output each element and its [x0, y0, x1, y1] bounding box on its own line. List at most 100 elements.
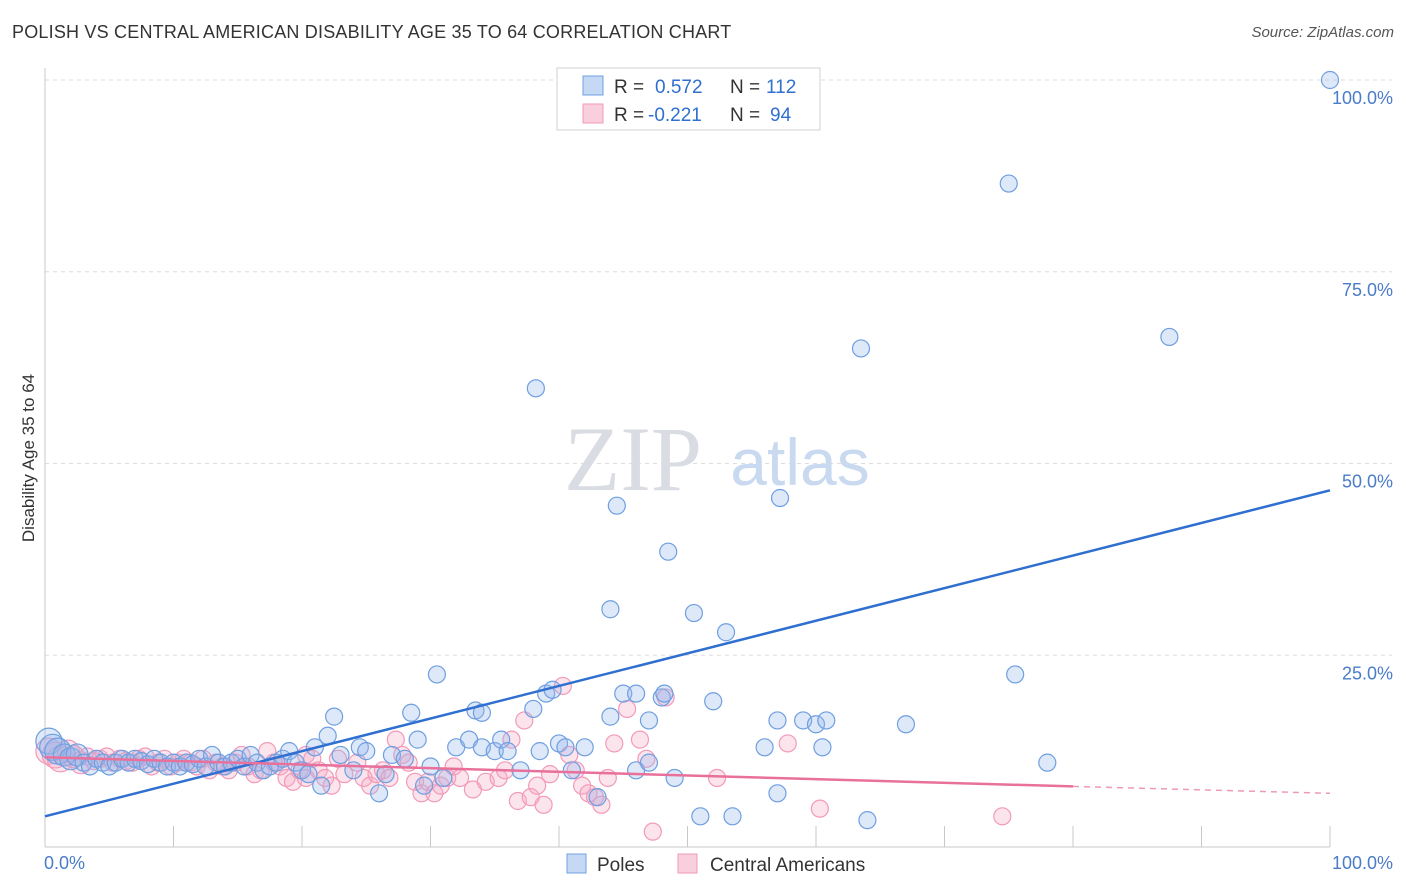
poles-point	[434, 768, 453, 788]
poles-trend-line	[44, 489, 1331, 818]
poles-point	[1038, 753, 1057, 772]
poles-point	[588, 788, 607, 807]
central-trend-line	[44, 756, 1074, 788]
poles-point	[318, 726, 337, 745]
poles-point	[562, 761, 581, 780]
poles-point	[999, 174, 1018, 193]
legend-central-r-value: -0.221	[648, 105, 702, 126]
poles-point	[530, 742, 549, 761]
central-americans-point	[386, 730, 405, 749]
y-tick-label: 100.0%	[1332, 88, 1393, 108]
central-americans-point	[566, 761, 585, 780]
poles-point	[1320, 70, 1340, 90]
poles-point	[370, 784, 389, 803]
y-axis-label: Disability Age 35 to 64	[19, 374, 38, 542]
poles-point	[526, 379, 545, 398]
poles-point	[716, 623, 736, 642]
legend-central-marker	[677, 853, 698, 874]
poles-point	[427, 665, 447, 684]
poles-point	[325, 707, 344, 726]
poles-point	[665, 768, 684, 788]
legend-poles-r-value: 0.572	[655, 77, 703, 98]
poles-point	[768, 711, 787, 730]
y-tick-label: 25.0%	[1342, 663, 1393, 683]
poles-point	[357, 742, 376, 761]
poles-point	[331, 745, 350, 765]
central-trend-line-extension	[1072, 785, 1331, 795]
poles-point	[408, 730, 427, 749]
central-americans-point	[322, 776, 341, 795]
central-americans-point	[605, 734, 624, 753]
poles-point	[684, 603, 704, 623]
legend-poles-r-label: R =	[614, 77, 644, 98]
poles-point	[770, 488, 790, 508]
poles-point	[485, 742, 504, 761]
poles-point	[768, 784, 787, 803]
central-americans-point	[630, 730, 650, 749]
poles-point	[806, 715, 826, 734]
y-tick-labels: 25.0% 50.0% 75.0% 100.0%	[1332, 88, 1393, 683]
poles-point	[723, 807, 742, 826]
x-tick-label-min: 0.0%	[44, 853, 85, 873]
poles-point	[414, 776, 434, 795]
poles-point	[704, 692, 723, 711]
poles-point	[896, 715, 916, 734]
poles-point	[556, 738, 575, 757]
trend-lines	[44, 489, 1331, 818]
watermark-atlas: atlas	[730, 425, 869, 499]
poles-point	[639, 753, 659, 772]
poles-point	[52, 743, 76, 767]
legend-central-swatch	[582, 103, 604, 124]
y-tick-label: 75.0%	[1342, 280, 1393, 300]
source-label: Source: ZipAtlas.com	[1251, 24, 1394, 41]
poles-point	[851, 339, 871, 358]
central-americans-point	[444, 757, 463, 776]
poles-point	[858, 811, 877, 830]
central-americans-point	[618, 699, 637, 719]
central-americans-point	[778, 734, 797, 753]
series-legend: Poles Central Americans	[566, 853, 865, 876]
legend-central-n-label: N =	[730, 105, 760, 126]
watermark-zip: ZIP	[564, 408, 702, 510]
poles-point	[575, 738, 594, 757]
poles-point	[755, 738, 774, 757]
poles-point	[312, 776, 331, 795]
poles-point	[614, 684, 633, 703]
central-americans-point	[502, 730, 521, 749]
central-americans-point	[707, 768, 727, 788]
poles-point	[395, 749, 414, 768]
poles-point	[601, 707, 620, 726]
poles-point	[376, 765, 395, 784]
poles-point	[421, 757, 440, 776]
legend-poles-n-label: N =	[730, 77, 760, 98]
central-americans-point	[810, 799, 829, 818]
poles-point	[607, 496, 626, 515]
central-americans-point	[528, 776, 547, 795]
poles-point	[1006, 665, 1025, 684]
central-americans-point	[534, 795, 553, 814]
legend-poles-n-value: 112	[766, 77, 796, 98]
chart-title: POLISH VS CENTRAL AMERICAN DISABILITY AG…	[12, 22, 732, 42]
poles-point	[498, 742, 517, 761]
poles-point	[402, 703, 421, 722]
poles-point	[1160, 327, 1179, 347]
legend-poles-marker	[566, 853, 587, 874]
central-americans-point	[540, 765, 560, 784]
watermark: ZIP atlas	[564, 408, 870, 510]
central-americans-point	[993, 807, 1012, 826]
x-tick-label-max: 100.0%	[1332, 853, 1393, 873]
legend-poles-label: Poles	[597, 855, 645, 876]
legend-poles-swatch	[582, 75, 604, 96]
poles-point	[524, 699, 543, 719]
stats-legend: R = 0.572 N = 112 R = -0.221 N = 94	[556, 67, 821, 131]
legend-central-n-value: 94	[770, 105, 792, 126]
poles-point	[601, 600, 620, 619]
legend-central-r-label: R =	[614, 105, 644, 126]
axes	[44, 68, 1331, 848]
y-tick-label: 50.0%	[1342, 472, 1393, 492]
poles-point	[817, 711, 836, 730]
legend-central-label: Central Americans	[710, 855, 865, 876]
poles-point	[626, 684, 646, 703]
poles-point	[655, 684, 674, 703]
